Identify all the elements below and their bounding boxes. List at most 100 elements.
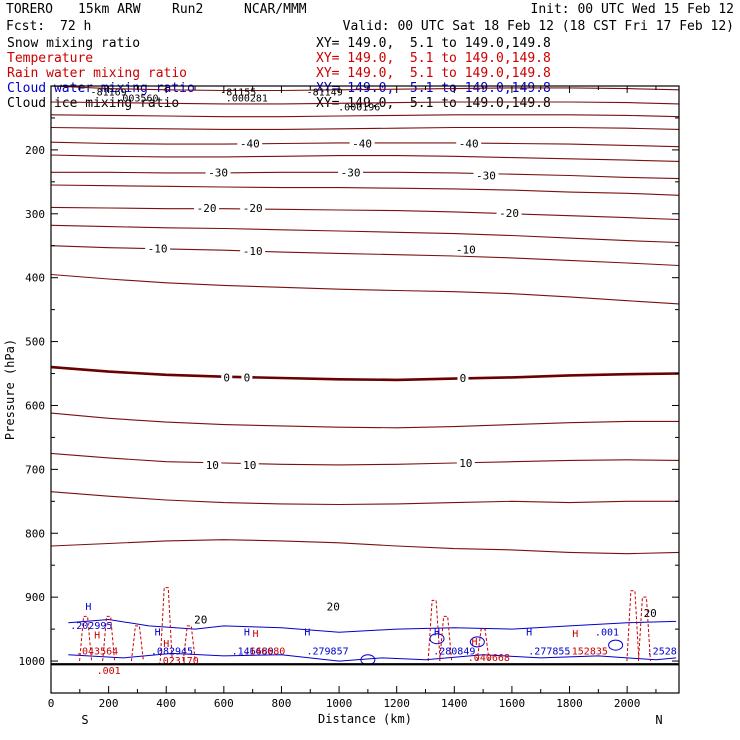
isotherm-label: -30 — [208, 166, 228, 179]
cloud-water-label: H — [244, 627, 250, 638]
legend-xy: XY= 149.0, 5.1 to 149.0,149.8 — [316, 96, 551, 111]
cloud-water-label: H — [85, 602, 91, 613]
header-fcst-label: Fcst: — [6, 19, 46, 34]
isotherm-label: -40 — [352, 138, 372, 151]
x-tick-label: 600 — [214, 697, 234, 710]
y-tick-label: 700 — [25, 463, 45, 476]
y-tick-label: 200 — [25, 144, 45, 157]
header-fcst-value: 72 h — [60, 19, 92, 34]
y-tick-label: 500 — [25, 336, 45, 349]
isotherm-label-bg — [221, 371, 233, 384]
isotherm-label-bg — [324, 600, 343, 613]
legend-label: Rain water mixing ratio — [7, 66, 188, 81]
isotherm-line — [50, 539, 680, 555]
isotherm-label-bg — [240, 458, 259, 471]
y-tick-label: 800 — [25, 527, 45, 540]
isotherm-line — [50, 273, 680, 305]
legend-label: Cloud ice mixing ratio — [7, 96, 180, 111]
rain-water-label: .152835 — [566, 647, 608, 658]
header-center: NCAR/MMM — [244, 2, 307, 17]
rain-water-contour — [637, 596, 651, 662]
rain-water-contour — [130, 625, 144, 662]
rain-water-label: H — [94, 631, 100, 642]
y-tick-label: 1000 — [19, 655, 46, 668]
rain-water-label: .023170 — [157, 656, 199, 667]
isotherm-label-bg — [338, 166, 364, 179]
isotherm-label-bg — [457, 371, 469, 384]
isotherm-label: 20 — [644, 607, 657, 620]
x-tick-label: 1600 — [499, 697, 526, 710]
cloud-water-label: .280849 — [433, 647, 475, 658]
isotherm-line — [50, 101, 680, 105]
isotherm-label-bg — [641, 607, 660, 620]
isotherm-label: -20 — [499, 207, 519, 220]
x-tick-label: 200 — [99, 697, 119, 710]
isotherm-line — [50, 491, 679, 506]
isotherm-label-bg — [203, 458, 222, 471]
isotherm-label: -10 — [148, 242, 168, 255]
cloud-water-label: .279857 — [306, 647, 348, 658]
isotherm-line — [50, 154, 680, 162]
isotherm-line — [50, 114, 680, 118]
legend-xy: XY= 149.0, 5.1 to 149.0,149.8 — [316, 36, 551, 51]
cloud-water-cell — [608, 639, 624, 651]
isotherm-label-bg — [496, 207, 522, 220]
isotherm-label-bg — [237, 137, 263, 150]
isotherm-label: -20 — [197, 202, 217, 215]
isotherm-label-bg — [456, 137, 482, 150]
rain-water-label: H — [572, 629, 578, 640]
isotherm-line — [50, 412, 679, 429]
isotherm-label-bg — [240, 244, 266, 257]
cloud-water-label: .202995 — [70, 621, 112, 632]
isotherm-label: -40 — [459, 138, 479, 151]
cloud-water-contour — [68, 652, 677, 662]
isotherm-line — [51, 171, 680, 180]
rain-water-label: .043564 — [76, 647, 118, 658]
x-end-label-north: N — [655, 713, 662, 727]
snow-label: .000196 — [338, 102, 380, 113]
isotherm-label: 0 — [244, 371, 251, 384]
snow-label: .000281 — [226, 93, 268, 104]
cloud-water-label: H — [434, 627, 440, 638]
rain-water-contour — [102, 615, 116, 662]
isotherm-label: 10 — [243, 459, 256, 472]
cloud-water-label: .2528 — [647, 647, 677, 658]
isotherm-label-bg — [205, 166, 231, 179]
x-tick-label: 0 — [48, 697, 55, 710]
rain-water-label: H — [163, 639, 169, 650]
plot-frame — [50, 85, 680, 694]
rain-water-label: .146680 — [243, 647, 285, 658]
rain-water-label: .001 — [97, 666, 121, 677]
y-tick-label: 400 — [25, 272, 45, 285]
isotherm-label-bg — [194, 202, 220, 215]
isotherm-line — [50, 85, 680, 92]
rain-water-contour — [626, 590, 640, 662]
x-tick-label: 1000 — [326, 697, 353, 710]
rain-water-contour — [182, 625, 196, 662]
y-axis-title: Pressure (hPa) — [3, 339, 17, 440]
snow-label: -81149 — [307, 88, 343, 99]
cloud-water-label: H — [155, 627, 161, 638]
snow-label: -81169 — [91, 88, 127, 99]
y-tick-label: 600 — [25, 399, 45, 412]
cloud-water-contour — [68, 618, 677, 633]
cloud-water-label: .082945 — [151, 647, 193, 658]
isotherm-label: -10 — [243, 245, 263, 258]
header-run: Run2 — [172, 2, 204, 17]
cloud-water-label: H — [526, 627, 532, 638]
cloud-water-label: .277855 — [528, 647, 570, 658]
isotherm-label: 20 — [327, 601, 340, 614]
y-tick-label: 900 — [25, 591, 45, 604]
isotherm-label-bg — [456, 456, 475, 469]
cloud-water-label: .001 — [595, 627, 619, 638]
rain-water-label: H — [471, 637, 477, 648]
legend-xy: XY= 149.0, 5.1 to 149.0,149.8 — [316, 66, 551, 81]
legend-label: Temperature — [7, 51, 94, 66]
isotherm-label: -20 — [243, 202, 263, 215]
x-tick-label: 2000 — [614, 697, 641, 710]
isotherm-label: 20 — [194, 614, 207, 627]
isotherm-label-bg — [191, 613, 210, 626]
rain-water-contour — [439, 615, 453, 662]
isotherm-label-bg — [349, 137, 375, 150]
isotherm-label-bg — [240, 202, 266, 215]
